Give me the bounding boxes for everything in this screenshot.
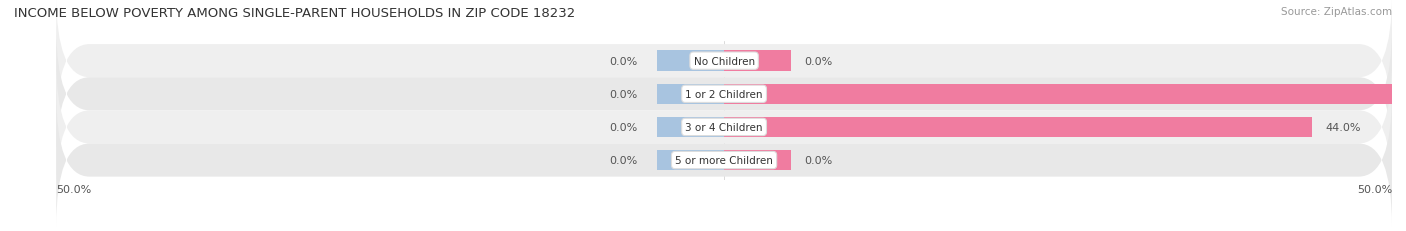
Text: 0.0%: 0.0% [609, 89, 637, 99]
Bar [658, 150, 724, 171]
Text: 0.0%: 0.0% [804, 56, 832, 66]
FancyBboxPatch shape [56, 28, 1392, 160]
FancyBboxPatch shape [56, 94, 1392, 226]
Text: 1 or 2 Children: 1 or 2 Children [685, 89, 763, 99]
Text: INCOME BELOW POVERTY AMONG SINGLE-PARENT HOUSEHOLDS IN ZIP CODE 18232: INCOME BELOW POVERTY AMONG SINGLE-PARENT… [14, 7, 575, 20]
Text: No Children: No Children [693, 56, 755, 66]
Text: 50.0%: 50.0% [1357, 184, 1392, 194]
Bar [724, 150, 790, 171]
Text: 0.0%: 0.0% [609, 155, 637, 165]
Bar [658, 84, 724, 105]
Bar [658, 117, 724, 138]
Bar [724, 84, 1392, 105]
FancyBboxPatch shape [56, 61, 1392, 193]
Text: 0.0%: 0.0% [609, 122, 637, 132]
FancyBboxPatch shape [56, 0, 1392, 127]
Text: 0.0%: 0.0% [804, 155, 832, 165]
Bar [724, 51, 790, 72]
Bar [724, 117, 1312, 138]
Text: Source: ZipAtlas.com: Source: ZipAtlas.com [1281, 7, 1392, 17]
Bar [658, 51, 724, 72]
Text: 44.0%: 44.0% [1326, 122, 1361, 132]
Text: 5 or more Children: 5 or more Children [675, 155, 773, 165]
Text: 50.0%: 50.0% [56, 184, 91, 194]
Text: 0.0%: 0.0% [609, 56, 637, 66]
Text: 3 or 4 Children: 3 or 4 Children [685, 122, 763, 132]
